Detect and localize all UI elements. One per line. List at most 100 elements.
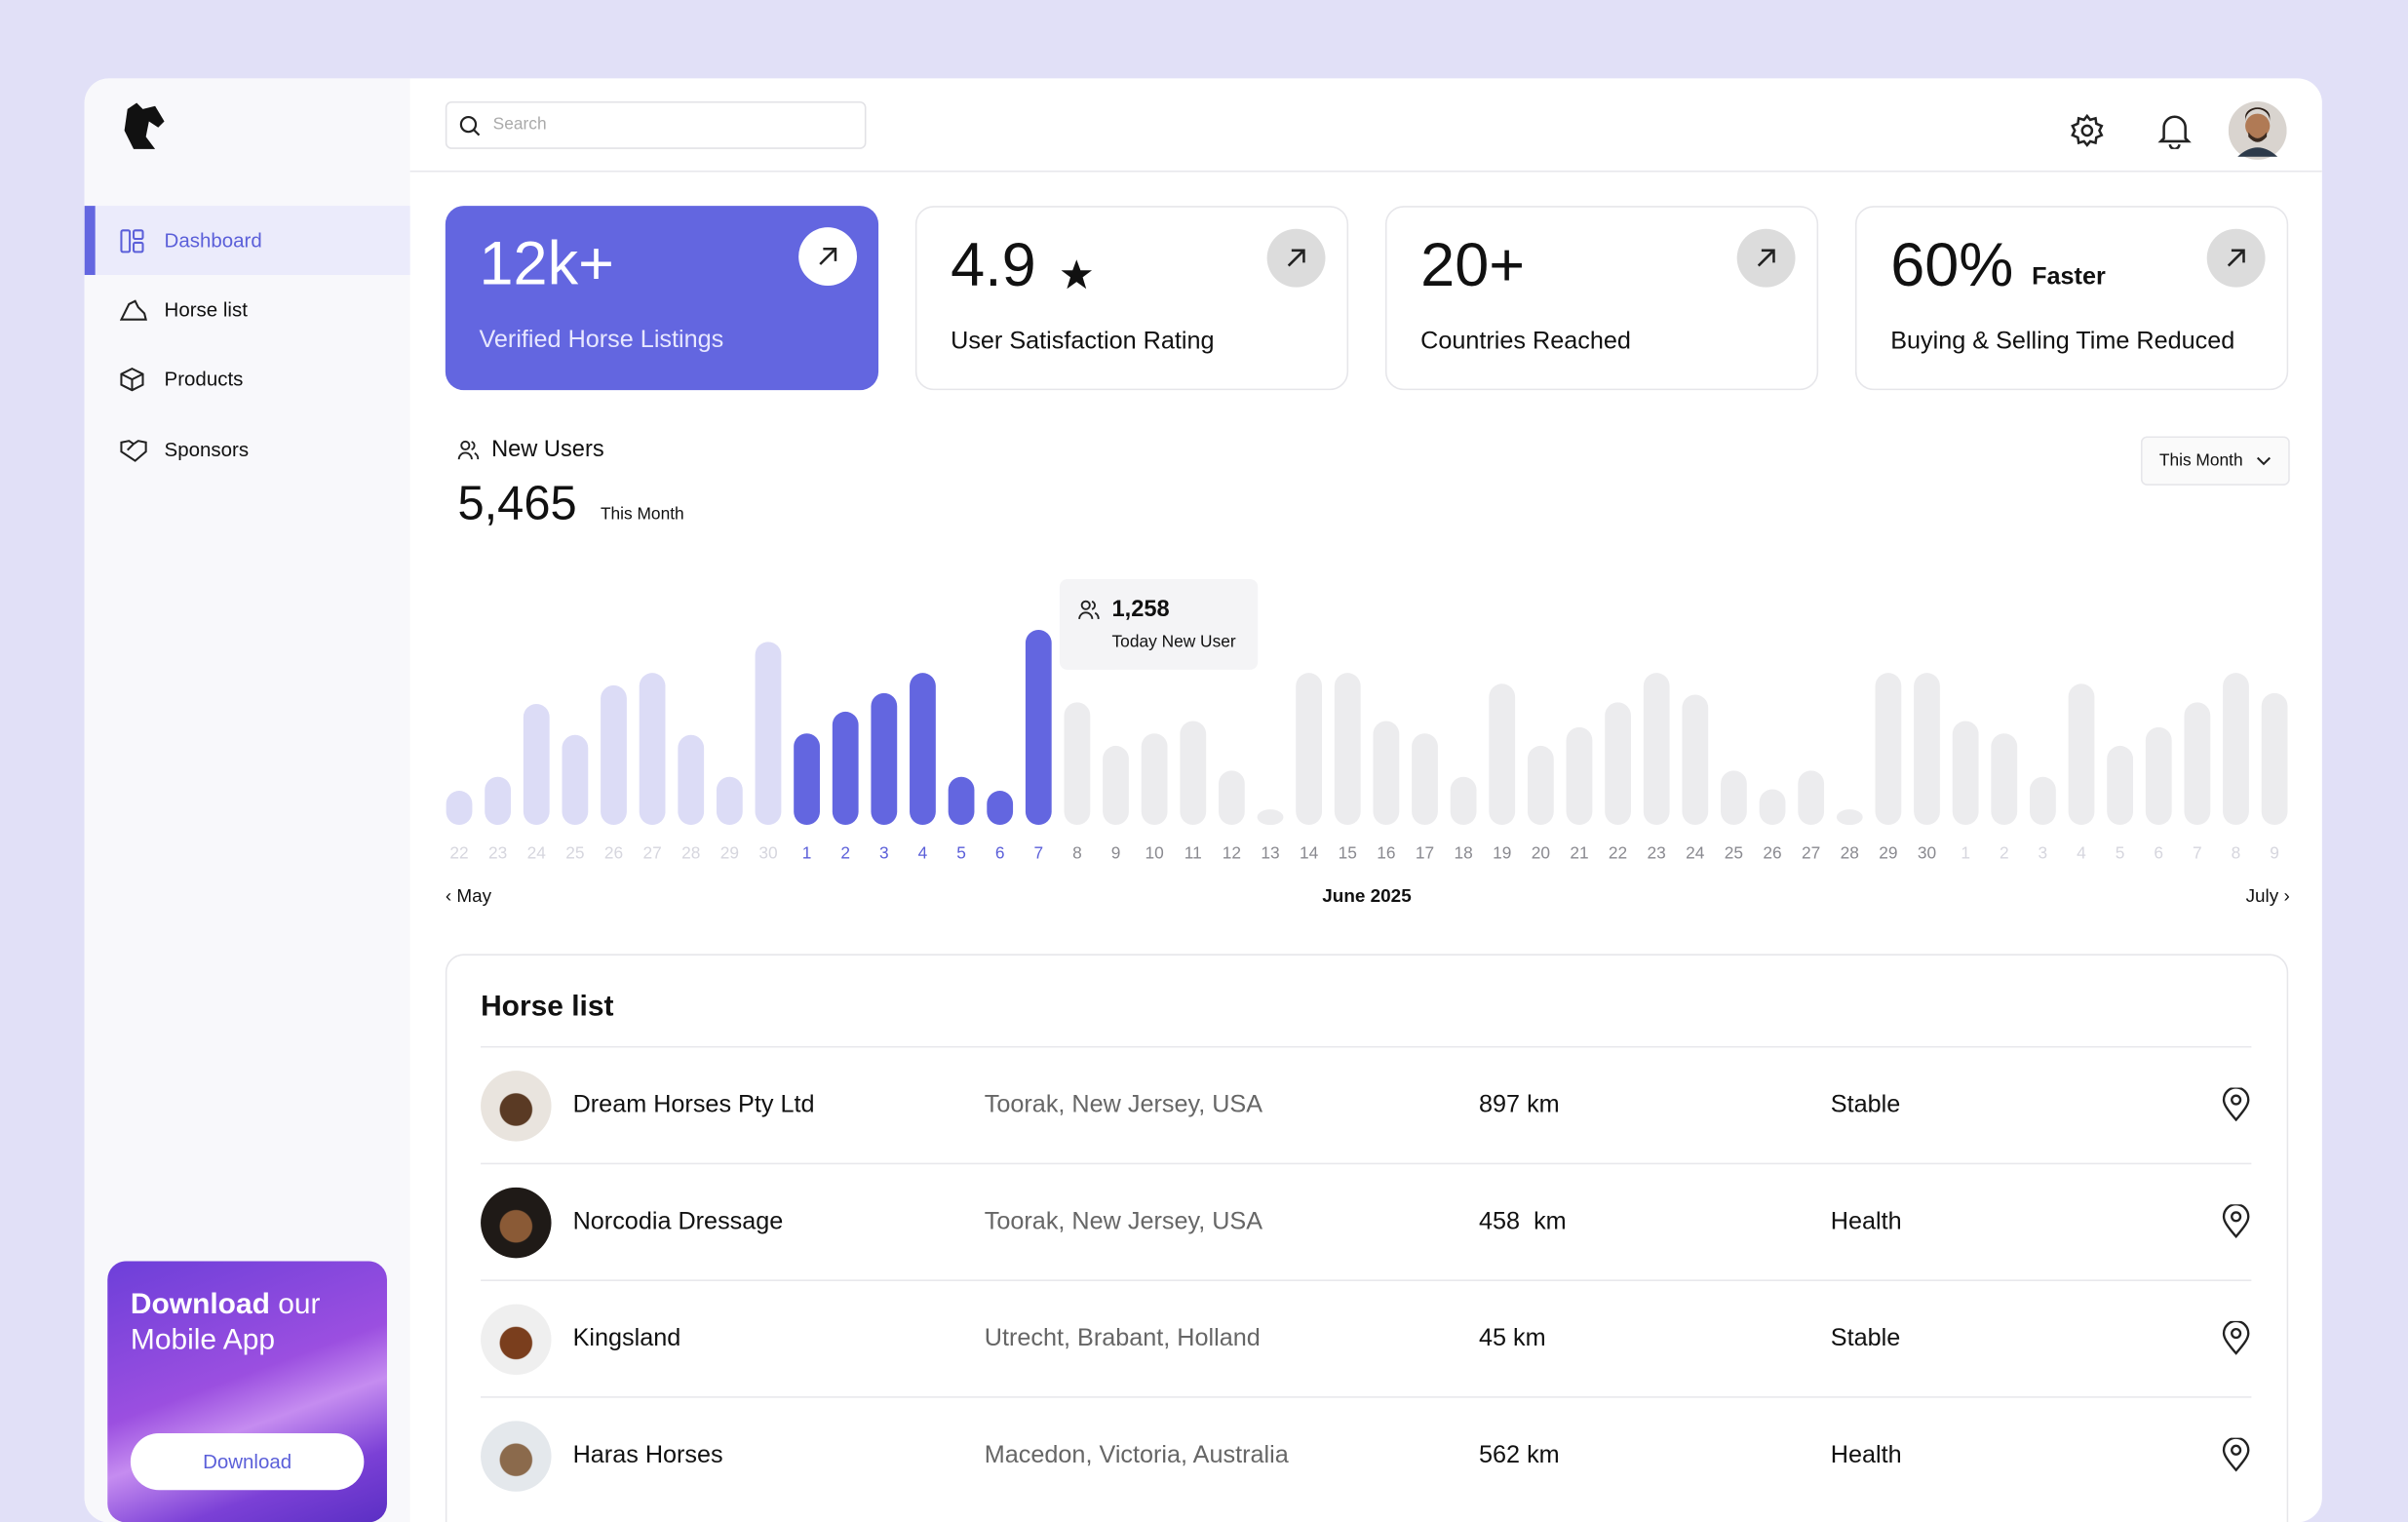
- bar: [1141, 733, 1168, 826]
- location-icon[interactable]: [2221, 1436, 2252, 1480]
- nav-item[interactable]: Dashboard: [84, 206, 410, 276]
- row-cell: Health: [1830, 1208, 1902, 1235]
- nav-item[interactable]: Horse list: [85, 275, 410, 344]
- location-icon[interactable]: [2221, 1086, 2252, 1129]
- search-placeholder: Search: [492, 115, 547, 135]
- x-tick-label: 25: [565, 843, 584, 863]
- x-tick-label: 25: [1725, 843, 1743, 863]
- x-tick-label: 26: [604, 843, 623, 863]
- next-month[interactable]: July ›: [2245, 884, 2290, 907]
- bar: [1836, 809, 1863, 826]
- stat-arrow[interactable]: [1736, 228, 1796, 288]
- bar: [794, 733, 820, 826]
- x-tick-label: 22: [1609, 843, 1627, 863]
- x-tick-label: 30: [758, 843, 777, 863]
- horse-row[interactable]: Dream Horses Pty Ltd Toorak, New Jersey, …: [481, 1045, 2252, 1164]
- horse-avatar: [481, 1071, 552, 1142]
- dropdown-label: This Month: [2158, 451, 2243, 471]
- x-tick-label: 27: [1802, 843, 1820, 863]
- bar: [1334, 673, 1361, 826]
- x-tick-label: 7: [2193, 843, 2202, 863]
- stat-card[interactable]: 4.9 User Satisfaction Rating: [914, 206, 1349, 391]
- bar: [1412, 733, 1438, 826]
- bar: [716, 776, 743, 826]
- x-tick-label: 22: [449, 843, 468, 863]
- stat-card[interactable]: 60% Faster Buying & Selling Time Reduced: [1854, 206, 2289, 391]
- users-icon: [457, 440, 480, 460]
- stat-arrow[interactable]: [2206, 228, 2266, 288]
- stat-value: 4.9: [951, 231, 1036, 300]
- notification-icon[interactable]: [2157, 112, 2192, 149]
- horse-list-title: Horse list: [481, 991, 614, 1024]
- bar: [871, 692, 898, 826]
- x-tick-label: 17: [1416, 843, 1434, 863]
- horse-row[interactable]: Haras Horses Macedon, Victoria, Australia…: [481, 1396, 2252, 1514]
- stat-value: 20+: [1420, 231, 1526, 300]
- location-icon[interactable]: [2221, 1319, 2252, 1363]
- settings-icon[interactable]: [2071, 113, 2105, 148]
- x-tick-label: 11: [1185, 843, 1202, 863]
- bar: [987, 791, 1014, 826]
- row-cell: Dream Horses Pty Ltd: [572, 1092, 815, 1118]
- bar: [2145, 726, 2172, 826]
- chart-tooltip: 1,258 Today New User: [1059, 578, 1259, 670]
- bar: [2029, 776, 2056, 826]
- logo: [124, 102, 165, 149]
- bar: [910, 673, 936, 826]
- row-cell: Utrecht, Brabant, Holland: [984, 1325, 1261, 1352]
- horse-list-card: [445, 954, 2289, 1522]
- bar: [755, 642, 782, 826]
- bar: [2107, 745, 2134, 826]
- row-cell: Macedon, Victoria, Australia: [984, 1442, 1289, 1469]
- x-tick-label: 26: [1763, 843, 1781, 863]
- location-icon[interactable]: [2221, 1203, 2252, 1246]
- x-tick-label: 4: [2077, 843, 2086, 863]
- row-cell: 897 km: [1479, 1092, 1560, 1118]
- bar: [601, 684, 627, 826]
- bar: [2184, 702, 2211, 826]
- x-tick-label: 21: [1570, 843, 1588, 863]
- x-tick-label: 28: [1841, 843, 1859, 863]
- bar: [1527, 745, 1554, 826]
- nav-item[interactable]: Sponsors: [85, 414, 410, 484]
- bar: [1025, 629, 1052, 826]
- bar: [1914, 673, 1940, 826]
- x-tick-label: 1: [1961, 843, 1970, 863]
- prev-month[interactable]: ‹ May: [445, 884, 492, 907]
- bar: [1103, 745, 1129, 826]
- x-tick-label: 18: [1454, 843, 1472, 863]
- stat-arrow[interactable]: [1266, 228, 1326, 288]
- star-icon: [1061, 259, 1093, 290]
- x-tick-label: 5: [2116, 843, 2125, 863]
- search-box[interactable]: Search: [445, 100, 867, 149]
- row-cell: Health: [1830, 1442, 1902, 1469]
- horse-row[interactable]: Norcodia Dressage Toorak, New Jersey, USA…: [481, 1162, 2252, 1281]
- bar: [1991, 733, 2018, 826]
- stat-label: Countries Reached: [1420, 329, 1631, 355]
- x-tick-label: 1: [802, 843, 812, 863]
- bar: [2068, 683, 2095, 826]
- x-tick-label: 20: [1532, 843, 1550, 863]
- nav-item[interactable]: Products: [85, 344, 410, 413]
- next-label: July: [2245, 884, 2279, 907]
- x-tick-label: 8: [1072, 843, 1082, 863]
- row-cell: Stable: [1830, 1325, 1901, 1352]
- bar: [1605, 702, 1631, 826]
- bar: [1643, 673, 1670, 826]
- user-avatar[interactable]: [2228, 100, 2287, 160]
- row-cell: Norcodia Dressage: [572, 1208, 784, 1235]
- stat-arrow[interactable]: [798, 227, 858, 287]
- period-dropdown[interactable]: This Month: [2140, 436, 2290, 486]
- x-tick-label: 29: [720, 843, 739, 863]
- x-tick-label: 23: [1648, 843, 1666, 863]
- download-button[interactable]: Download: [130, 1432, 365, 1491]
- x-tick-label: 12: [1223, 843, 1241, 863]
- stat-card[interactable]: 12k+ Verified Horse Listings: [445, 206, 879, 391]
- nav-label: Horse list: [164, 297, 248, 322]
- row-cell: Haras Horses: [572, 1442, 723, 1469]
- stat-card[interactable]: 20+ Countries Reached: [1384, 206, 1819, 391]
- header-divider: [409, 170, 2322, 173]
- horse-row[interactable]: Kingsland Utrecht, Brabant, Holland 45 km S…: [481, 1279, 2252, 1397]
